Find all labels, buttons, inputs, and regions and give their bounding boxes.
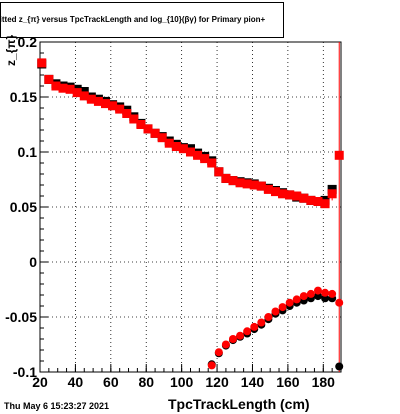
data-point-square (270, 187, 280, 197)
data-point-square (320, 199, 330, 209)
data-point-circle (207, 361, 216, 370)
data-point-circle (299, 292, 308, 301)
data-point-circle (292, 295, 301, 304)
data-point-square (193, 150, 203, 160)
axis-ticks: 20 40 60 80 100 120 140 160 180 -0.1 -0.05 0 0.05 0.1… (5, 34, 342, 390)
data-point-circle (306, 289, 315, 298)
data-point-circle (250, 322, 259, 331)
data-point-square (79, 91, 89, 101)
x-tick-label: 20 (32, 374, 48, 390)
data-point-square (327, 189, 337, 199)
data-point-square (51, 81, 61, 91)
x-tick-label: 140 (241, 374, 265, 390)
data-point-square (108, 101, 118, 111)
data-point-square (37, 58, 47, 68)
y-tick-label: 0.15 (10, 89, 37, 105)
data-point-square (278, 189, 288, 199)
data-point-circle (257, 318, 266, 327)
data-point-square (207, 158, 217, 168)
data-point-square (150, 128, 160, 138)
data-point-circle (214, 348, 223, 357)
data-point-circle (313, 286, 322, 295)
data-point-circle (335, 298, 344, 307)
footer-timestamp: Thu May 6 15:23:27 2021 (4, 401, 110, 411)
x-tick-label: 40 (68, 374, 84, 390)
data-point-square (58, 83, 68, 93)
y-tick-label: -0.05 (5, 309, 37, 325)
y-tick-label: 0.05 (10, 199, 37, 215)
x-tick-label: 100 (170, 374, 194, 390)
data-point-square (129, 114, 139, 124)
x-tick-label: 180 (312, 374, 336, 390)
y-tick-label: 0.1 (18, 144, 38, 160)
data-point-square (249, 180, 259, 190)
data-point-square (178, 144, 188, 154)
data-point-square (136, 120, 146, 129)
data-point-square (186, 147, 195, 157)
data-point-circle (271, 307, 280, 316)
data-point-square (157, 133, 167, 143)
data-point-square (115, 104, 125, 114)
data-point-circle (236, 331, 245, 340)
data-point-circle (243, 327, 252, 336)
data-point-square (334, 150, 344, 160)
y-axis-title: z_{π} (4, 34, 18, 66)
data-point-square (285, 190, 295, 200)
data-point-square (214, 167, 224, 177)
data-point-square (101, 99, 111, 109)
data-point-square (242, 179, 252, 189)
data-point-square (143, 124, 153, 134)
data-point-square (86, 94, 96, 104)
y-tick-label: -0.1 (13, 364, 37, 380)
data-point-circle (335, 362, 344, 371)
data-point-circle (321, 288, 330, 297)
data-point-square (122, 109, 132, 118)
data-point-square (93, 96, 103, 106)
data-point-square (221, 173, 231, 183)
data-point-circle (264, 313, 273, 321)
y-tick-label: 0.2 (18, 34, 38, 50)
data-point-square (313, 197, 323, 206)
x-axis-title: TpcTrackLength (cm) (168, 396, 310, 412)
chart-title: fitted z_{π} versus TpcTrackLength and l… (0, 15, 266, 24)
data-point-square (256, 181, 266, 191)
data-point-circle (328, 289, 337, 298)
data-point-circle (221, 340, 230, 349)
data-point-circle (228, 335, 237, 343)
data-point-square (235, 178, 245, 188)
data-point-square (65, 84, 75, 94)
data-point-square (44, 74, 54, 84)
title-box: fitted z_{π} versus TpcTrackLength and l… (0, 2, 284, 38)
data-point-square (164, 138, 174, 148)
data-point-circle (285, 298, 294, 307)
data-point-square (263, 184, 273, 194)
data-point-square (299, 193, 309, 203)
data-marks (37, 42, 344, 372)
x-tick-label: 160 (276, 374, 300, 390)
data-point-square (306, 195, 316, 205)
data-point-circle (278, 303, 287, 312)
data-point-circle (321, 294, 330, 303)
data-point-circle (313, 292, 322, 301)
x-tick-label: 60 (103, 374, 119, 390)
y-tick-label: 0 (29, 254, 37, 270)
data-point-square (72, 88, 82, 98)
data-point-square (228, 176, 238, 186)
x-tick-label: 120 (205, 374, 229, 390)
x-tick-label: 80 (138, 374, 154, 390)
data-point-square (171, 142, 181, 151)
data-point-square (292, 191, 302, 201)
data-point-square (200, 154, 210, 164)
